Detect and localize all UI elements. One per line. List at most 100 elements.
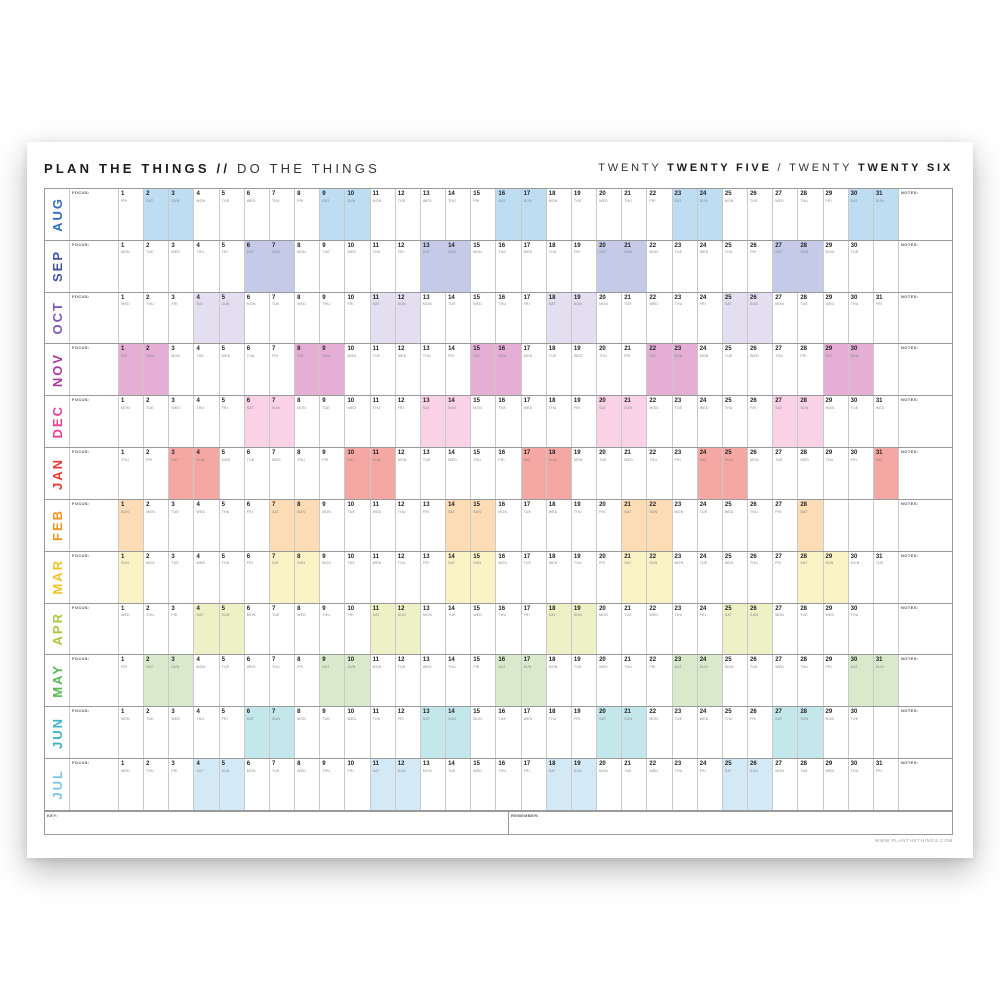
day-oct-27: 27 MON bbox=[773, 292, 799, 344]
day-weekday: SAT bbox=[146, 198, 154, 203]
day-number: 2 bbox=[146, 346, 150, 353]
day-number: 13 bbox=[422, 294, 430, 301]
day-number: 9 bbox=[322, 709, 326, 716]
day-number: 6 bbox=[246, 761, 251, 768]
day-weekday: TUE bbox=[347, 561, 356, 566]
day-jan-1: 1 THU bbox=[119, 448, 145, 499]
day-number: 16 bbox=[498, 553, 506, 560]
day-weekday: TUE bbox=[372, 354, 381, 359]
day-weekday: SAT bbox=[121, 354, 129, 359]
day-oct-6: 6 MON bbox=[245, 292, 270, 344]
day-weekday: SAT bbox=[372, 302, 380, 307]
day-weekday: WED bbox=[775, 665, 784, 670]
day-nov-26: 26 WED bbox=[748, 344, 774, 396]
day-apr-7: 7 TUE bbox=[270, 603, 296, 655]
day-weekday: SAT bbox=[246, 405, 254, 410]
day-weekday: TUE bbox=[347, 509, 356, 514]
day-oct-28: 28 TUE bbox=[798, 292, 824, 344]
day-aug-17: 17 SUN bbox=[521, 189, 547, 240]
day-weekday: FRI bbox=[875, 768, 883, 773]
day-number: 1 bbox=[121, 294, 125, 301]
day-weekday: SAT bbox=[372, 768, 380, 773]
day-aug-13: 13 WED bbox=[421, 189, 447, 240]
month-label-cell-oct: OCT bbox=[45, 292, 70, 344]
day-aug-23: 23 SAT bbox=[672, 189, 698, 240]
day-aug-21: 21 THU bbox=[622, 189, 648, 240]
month-label-cell-jul: JUL bbox=[45, 759, 70, 810]
day-weekday: TUE bbox=[498, 405, 507, 410]
day-weekday: THU bbox=[750, 561, 758, 566]
day-number: 9 bbox=[322, 761, 326, 768]
day-weekday: TUE bbox=[750, 198, 758, 203]
day-jul-2: 2 THU bbox=[144, 759, 170, 810]
day-number: 19 bbox=[573, 553, 581, 560]
day-sep-25: 25 THU bbox=[723, 240, 749, 292]
day-number: 22 bbox=[649, 605, 657, 612]
day-weekday: SUN bbox=[724, 457, 733, 462]
day-weekday: SAT bbox=[473, 354, 481, 359]
day-weekday: MON bbox=[775, 302, 784, 307]
day-number: 1 bbox=[121, 605, 125, 612]
day-weekday: SUN bbox=[750, 302, 759, 307]
day-weekday: SUN bbox=[850, 354, 859, 359]
day-number: 22 bbox=[649, 709, 657, 716]
day-may-26: 26 TUE bbox=[748, 655, 774, 707]
day-number: 29 bbox=[825, 657, 833, 664]
month-label-cell-aug: AUG bbox=[45, 189, 70, 240]
day-number: 5 bbox=[221, 294, 225, 301]
day-number: 1 bbox=[121, 242, 125, 249]
day-weekday: TUE bbox=[146, 250, 154, 255]
notes-cell-dec: NOTES: bbox=[899, 396, 952, 447]
day-number: 15 bbox=[473, 501, 480, 508]
day-number: 6 bbox=[246, 191, 251, 197]
day-number: 21 bbox=[624, 761, 631, 768]
day-feb-12: 12 THU bbox=[396, 499, 421, 551]
day-weekday: FRI bbox=[750, 405, 757, 410]
day-sep-4: 4 THU bbox=[194, 240, 220, 292]
day-weekday: THU bbox=[196, 405, 205, 410]
day-weekday: FRI bbox=[674, 457, 681, 462]
day-jan-7: 7 WED bbox=[270, 448, 296, 499]
day-number: 29 bbox=[825, 242, 833, 249]
day-weekday: MON bbox=[322, 509, 332, 514]
day-number: 12 bbox=[397, 553, 405, 560]
day-jul-17: 17 FRI bbox=[522, 759, 547, 810]
day-number: 13 bbox=[422, 346, 430, 353]
day-oct-4: 4 SAT bbox=[194, 292, 220, 344]
day-weekday: THU bbox=[624, 198, 633, 203]
day-weekday: SAT bbox=[271, 509, 280, 514]
day-may-9: 9 SAT bbox=[320, 655, 346, 707]
month-row-jul: JUL FOCUS: 1 WED 2 THU 3 FRI 4 SAT 5 SUN 6 MON 7 TUE 8 WE… bbox=[45, 759, 952, 810]
day-jan-20: 20 TUE bbox=[597, 448, 623, 499]
day-number: 8 bbox=[297, 553, 301, 560]
day-oct-1: 1 WED bbox=[119, 292, 145, 344]
day-dec-4: 4 THU bbox=[194, 396, 220, 448]
day-may-1: 1 FRI bbox=[119, 655, 145, 707]
day-weekday: WED bbox=[372, 509, 382, 514]
day-number: 8 bbox=[297, 761, 301, 768]
notes-cell-jun: NOTES: bbox=[899, 707, 952, 758]
day-number: 14 bbox=[448, 242, 455, 249]
day-jul-14: 14 TUE bbox=[446, 759, 472, 810]
day-weekday: SUN bbox=[146, 354, 155, 359]
day-number: 5 bbox=[221, 398, 225, 405]
day-number: 11 bbox=[372, 657, 379, 664]
day-weekday: MON bbox=[422, 613, 432, 618]
day-number: 19 bbox=[573, 761, 581, 768]
day-number: 17 bbox=[523, 242, 531, 249]
day-mar-2: 2 MON bbox=[144, 551, 170, 603]
day-weekday: FRI bbox=[171, 302, 178, 307]
day-number: 5 bbox=[221, 709, 225, 716]
key-box: KEY: bbox=[45, 812, 509, 834]
day-feb-15: 15 SUN bbox=[471, 499, 497, 551]
day-number: 16 bbox=[498, 294, 506, 301]
day-nov-6: 6 THU bbox=[245, 344, 270, 396]
day-number: 8 bbox=[297, 450, 301, 457]
day-number: 8 bbox=[297, 294, 301, 301]
day-weekday: MON bbox=[372, 665, 382, 670]
day-aug-1: 1 FRI bbox=[119, 189, 145, 240]
day-weekday: SAT bbox=[825, 354, 833, 359]
day-number: 18 bbox=[548, 450, 556, 457]
month-label-cell-feb: FEB bbox=[45, 499, 70, 551]
day-number: 3 bbox=[171, 501, 175, 508]
